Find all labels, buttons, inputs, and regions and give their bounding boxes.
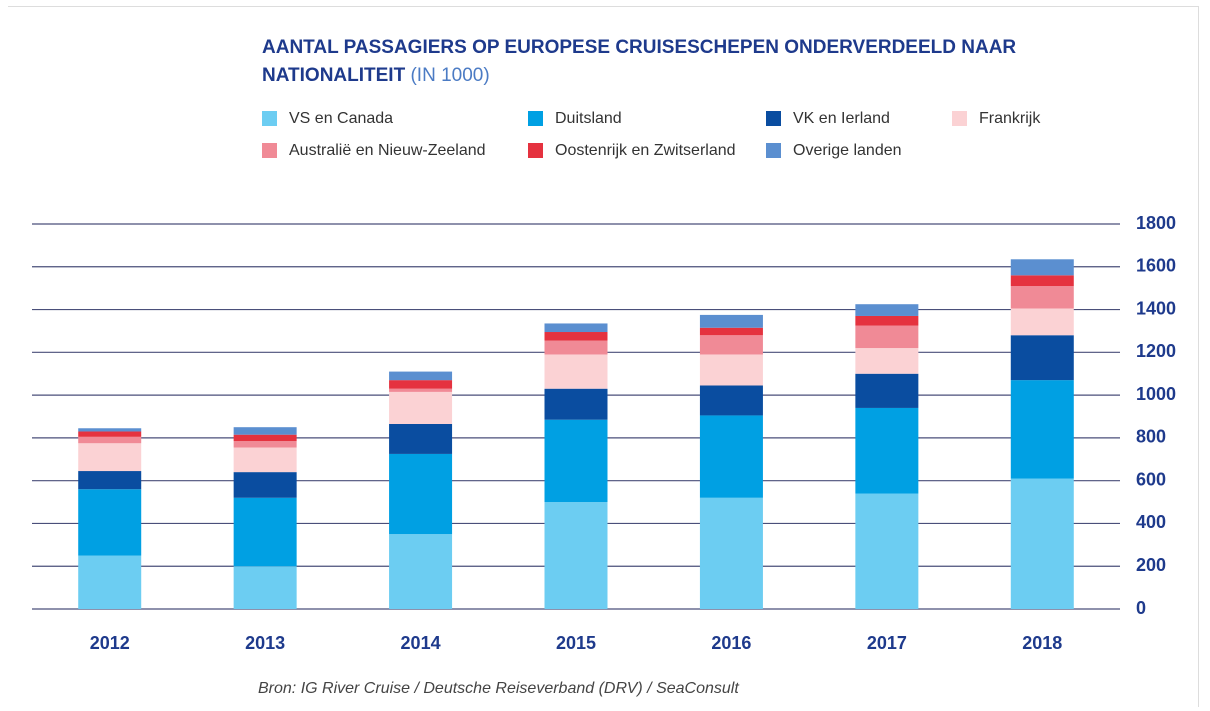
bar-segment [544, 388, 608, 420]
legend-swatch [952, 111, 967, 126]
bar-segment [855, 304, 919, 316]
chart-subtitle: (IN 1000) [410, 65, 490, 86]
bar-segment [544, 332, 608, 341]
bar-segment [389, 423, 453, 454]
bar-segment [699, 314, 763, 328]
x-tick-label: 2018 [1022, 633, 1062, 653]
bar-segment [389, 534, 453, 609]
bar-segment [233, 472, 297, 498]
legend-label: Overige landen [793, 142, 902, 159]
bar-segment [1010, 259, 1074, 276]
x-tick-label: 2015 [556, 633, 596, 653]
bar-segment [78, 471, 142, 490]
bar-segment [544, 340, 608, 355]
legend-swatch [528, 143, 543, 158]
frame [8, 6, 1199, 707]
bar-segment [699, 385, 763, 416]
bar-segment [1010, 380, 1074, 479]
bar-segment [1010, 275, 1074, 287]
bar-segment [699, 327, 763, 336]
bar-segment [699, 497, 763, 609]
y-tick-label: 400 [1136, 512, 1166, 532]
bar-segment [1010, 308, 1074, 336]
bar-segment [544, 354, 608, 389]
y-tick-label: 1600 [1136, 256, 1176, 276]
legend-label: Oostenrijk en Zwitserland [555, 142, 736, 159]
legend-label: Australië en Nieuw-Zeeland [289, 142, 486, 159]
bar-segment [389, 453, 453, 535]
bar-segment [855, 407, 919, 494]
y-tick-label: 0 [1136, 598, 1146, 618]
bar-segment [1010, 286, 1074, 309]
bar-segment [233, 434, 297, 442]
y-tick-label: 600 [1136, 469, 1166, 489]
bar-segment [233, 497, 297, 567]
bar-segment [233, 427, 297, 435]
bar-segment [389, 388, 453, 392]
bar-segment [699, 335, 763, 355]
legend-label: Frankrijk [979, 110, 1041, 127]
bar-segment [233, 441, 297, 448]
bar-segment [78, 443, 142, 472]
y-tick-label: 1000 [1136, 384, 1176, 404]
bar-segment [699, 415, 763, 498]
bar-segment [78, 555, 142, 609]
bar-segment [389, 380, 453, 389]
x-tick-label: 2017 [867, 633, 907, 653]
legend-label: VS en Canada [289, 110, 393, 127]
bar-segment [1010, 335, 1074, 381]
source-note: Bron: IG River Cruise / Deutsche Reiseve… [258, 680, 739, 697]
y-tick-label: 800 [1136, 427, 1166, 447]
bar-segment [78, 428, 142, 432]
bar-segment [78, 436, 142, 444]
x-tick-label: 2016 [711, 633, 751, 653]
legend-swatch [262, 143, 277, 158]
bar-segment [233, 447, 297, 473]
chart-title: AANTAL PASSAGIERS OP EUROPESE CRUISESCHE… [262, 34, 1042, 90]
y-tick-label: 1200 [1136, 341, 1176, 361]
x-tick-label: 2014 [401, 633, 441, 653]
legend-label: Duitsland [555, 110, 622, 127]
bar-segment [78, 489, 142, 556]
y-tick-label: 1800 [1136, 213, 1176, 233]
bar-segment [699, 354, 763, 386]
legend-label: VK en Ierland [793, 110, 890, 127]
bar-segment [855, 373, 919, 408]
bar-segment [855, 348, 919, 374]
legend-swatch [528, 111, 543, 126]
legend-swatch [766, 143, 781, 158]
legend-swatch [766, 111, 781, 126]
bar-segment [389, 391, 453, 424]
bar-segment [855, 315, 919, 326]
bar-segment [233, 566, 297, 609]
y-tick-label: 1400 [1136, 298, 1176, 318]
y-tick-label: 200 [1136, 555, 1166, 575]
bar-segment [1010, 478, 1074, 609]
x-tick-label: 2013 [245, 633, 285, 653]
bar-segment [855, 325, 919, 349]
bar-segment [544, 323, 608, 333]
bar-segment [855, 493, 919, 609]
bar-segment [78, 431, 142, 437]
title-text: AANTAL PASSAGIERS OP EUROPESE CRUISESCHE… [262, 37, 1017, 86]
bar-segment [544, 502, 608, 609]
legend-swatch [262, 111, 277, 126]
bar-segment [389, 371, 453, 381]
x-tick-label: 2012 [90, 633, 130, 653]
bar-segment [544, 419, 608, 503]
